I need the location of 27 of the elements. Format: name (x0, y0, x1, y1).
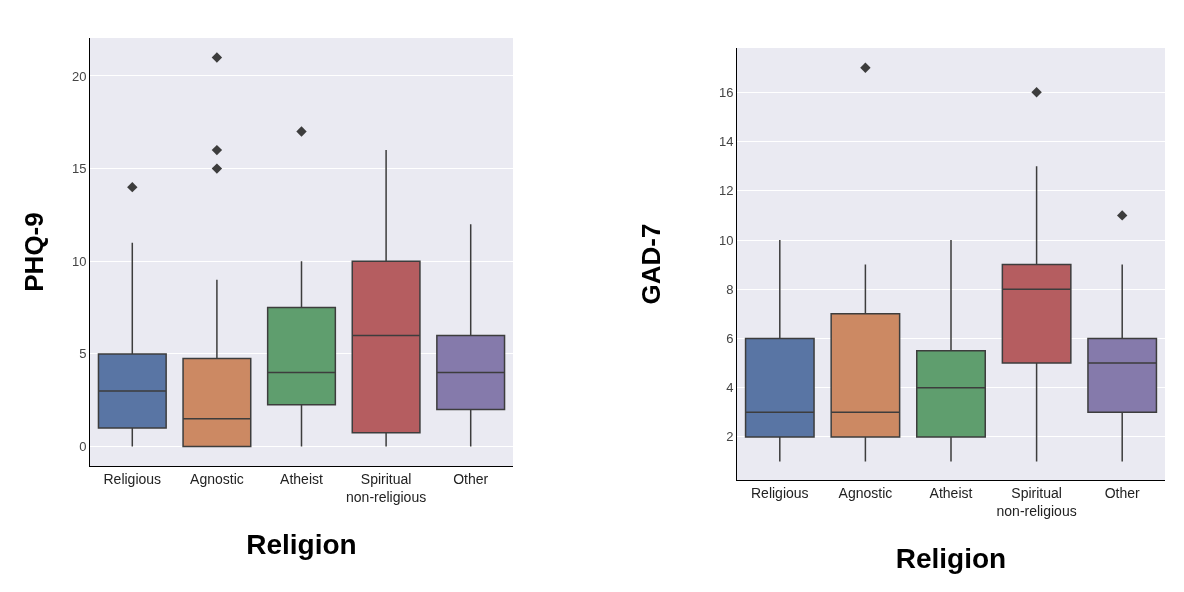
y-tick-label: 12 (718, 183, 734, 199)
y-tick-label: 5 (79, 346, 87, 362)
y-tick-label: 16 (718, 84, 734, 100)
y-axis-title: GAD-7 (636, 223, 667, 305)
x-tick-label: Agnostic (838, 484, 893, 501)
x-tick-label: Atheist (280, 470, 323, 487)
x-tick-label: Atheist (929, 484, 973, 501)
y-tick-label: 14 (718, 134, 734, 150)
y-tick-label: 20 (71, 68, 87, 84)
y-tick-label: 10 (71, 253, 87, 269)
x-tick-label: Religious (751, 484, 809, 501)
x-axis-title: Religion (246, 529, 357, 561)
x-tick-label: Other (453, 470, 489, 487)
y-tick-label: 0 (79, 439, 87, 455)
x-tick-label: Spiritual non-religious (346, 470, 427, 505)
y-tick-label: 8 (726, 281, 734, 297)
y-tick-label: 15 (71, 161, 87, 177)
x-tick-label: Other (1104, 484, 1141, 501)
y-axis-title: PHQ-9 (19, 212, 50, 292)
x-tick-label: Religious (103, 470, 162, 487)
x-tick-label: Agnostic (190, 470, 244, 487)
y-tick-label: 2 (726, 429, 734, 445)
x-axis-title: Religion (895, 543, 1007, 575)
x-tick-label: Spiritual non-religious (996, 484, 1077, 519)
y-tick-label: 10 (718, 232, 734, 248)
y-tick-label: 6 (726, 331, 734, 347)
y-tick-label: 4 (726, 380, 734, 396)
